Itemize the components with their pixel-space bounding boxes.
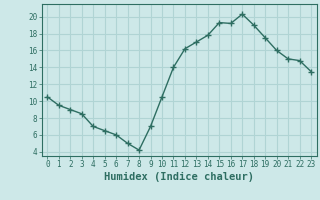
X-axis label: Humidex (Indice chaleur): Humidex (Indice chaleur) [104, 172, 254, 182]
